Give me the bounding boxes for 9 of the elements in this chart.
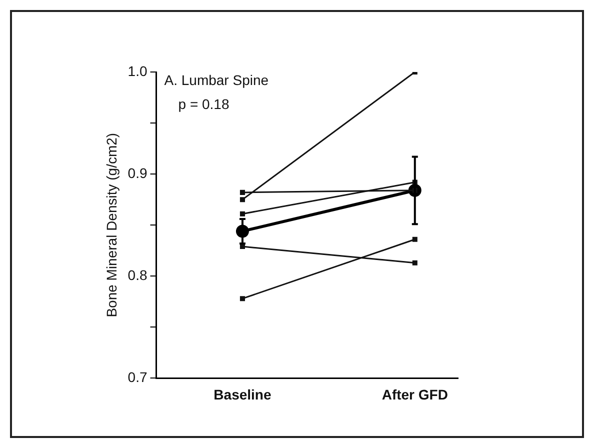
y-tick-label: 0.8 xyxy=(128,266,148,283)
annotation: A. Lumbar Spine xyxy=(164,72,269,88)
y-tick-label: 1.0 xyxy=(128,62,148,79)
y-tick-label: 0.9 xyxy=(128,164,148,181)
y-axis-title: Bone Mineral Density (g/cm2) xyxy=(103,132,120,318)
x-tick-label: After GFD xyxy=(382,386,448,402)
annotation: p = 0.18 xyxy=(178,96,230,112)
x-tick-label: Baseline xyxy=(214,386,272,402)
y-tick-label: 0.7 xyxy=(128,369,148,386)
